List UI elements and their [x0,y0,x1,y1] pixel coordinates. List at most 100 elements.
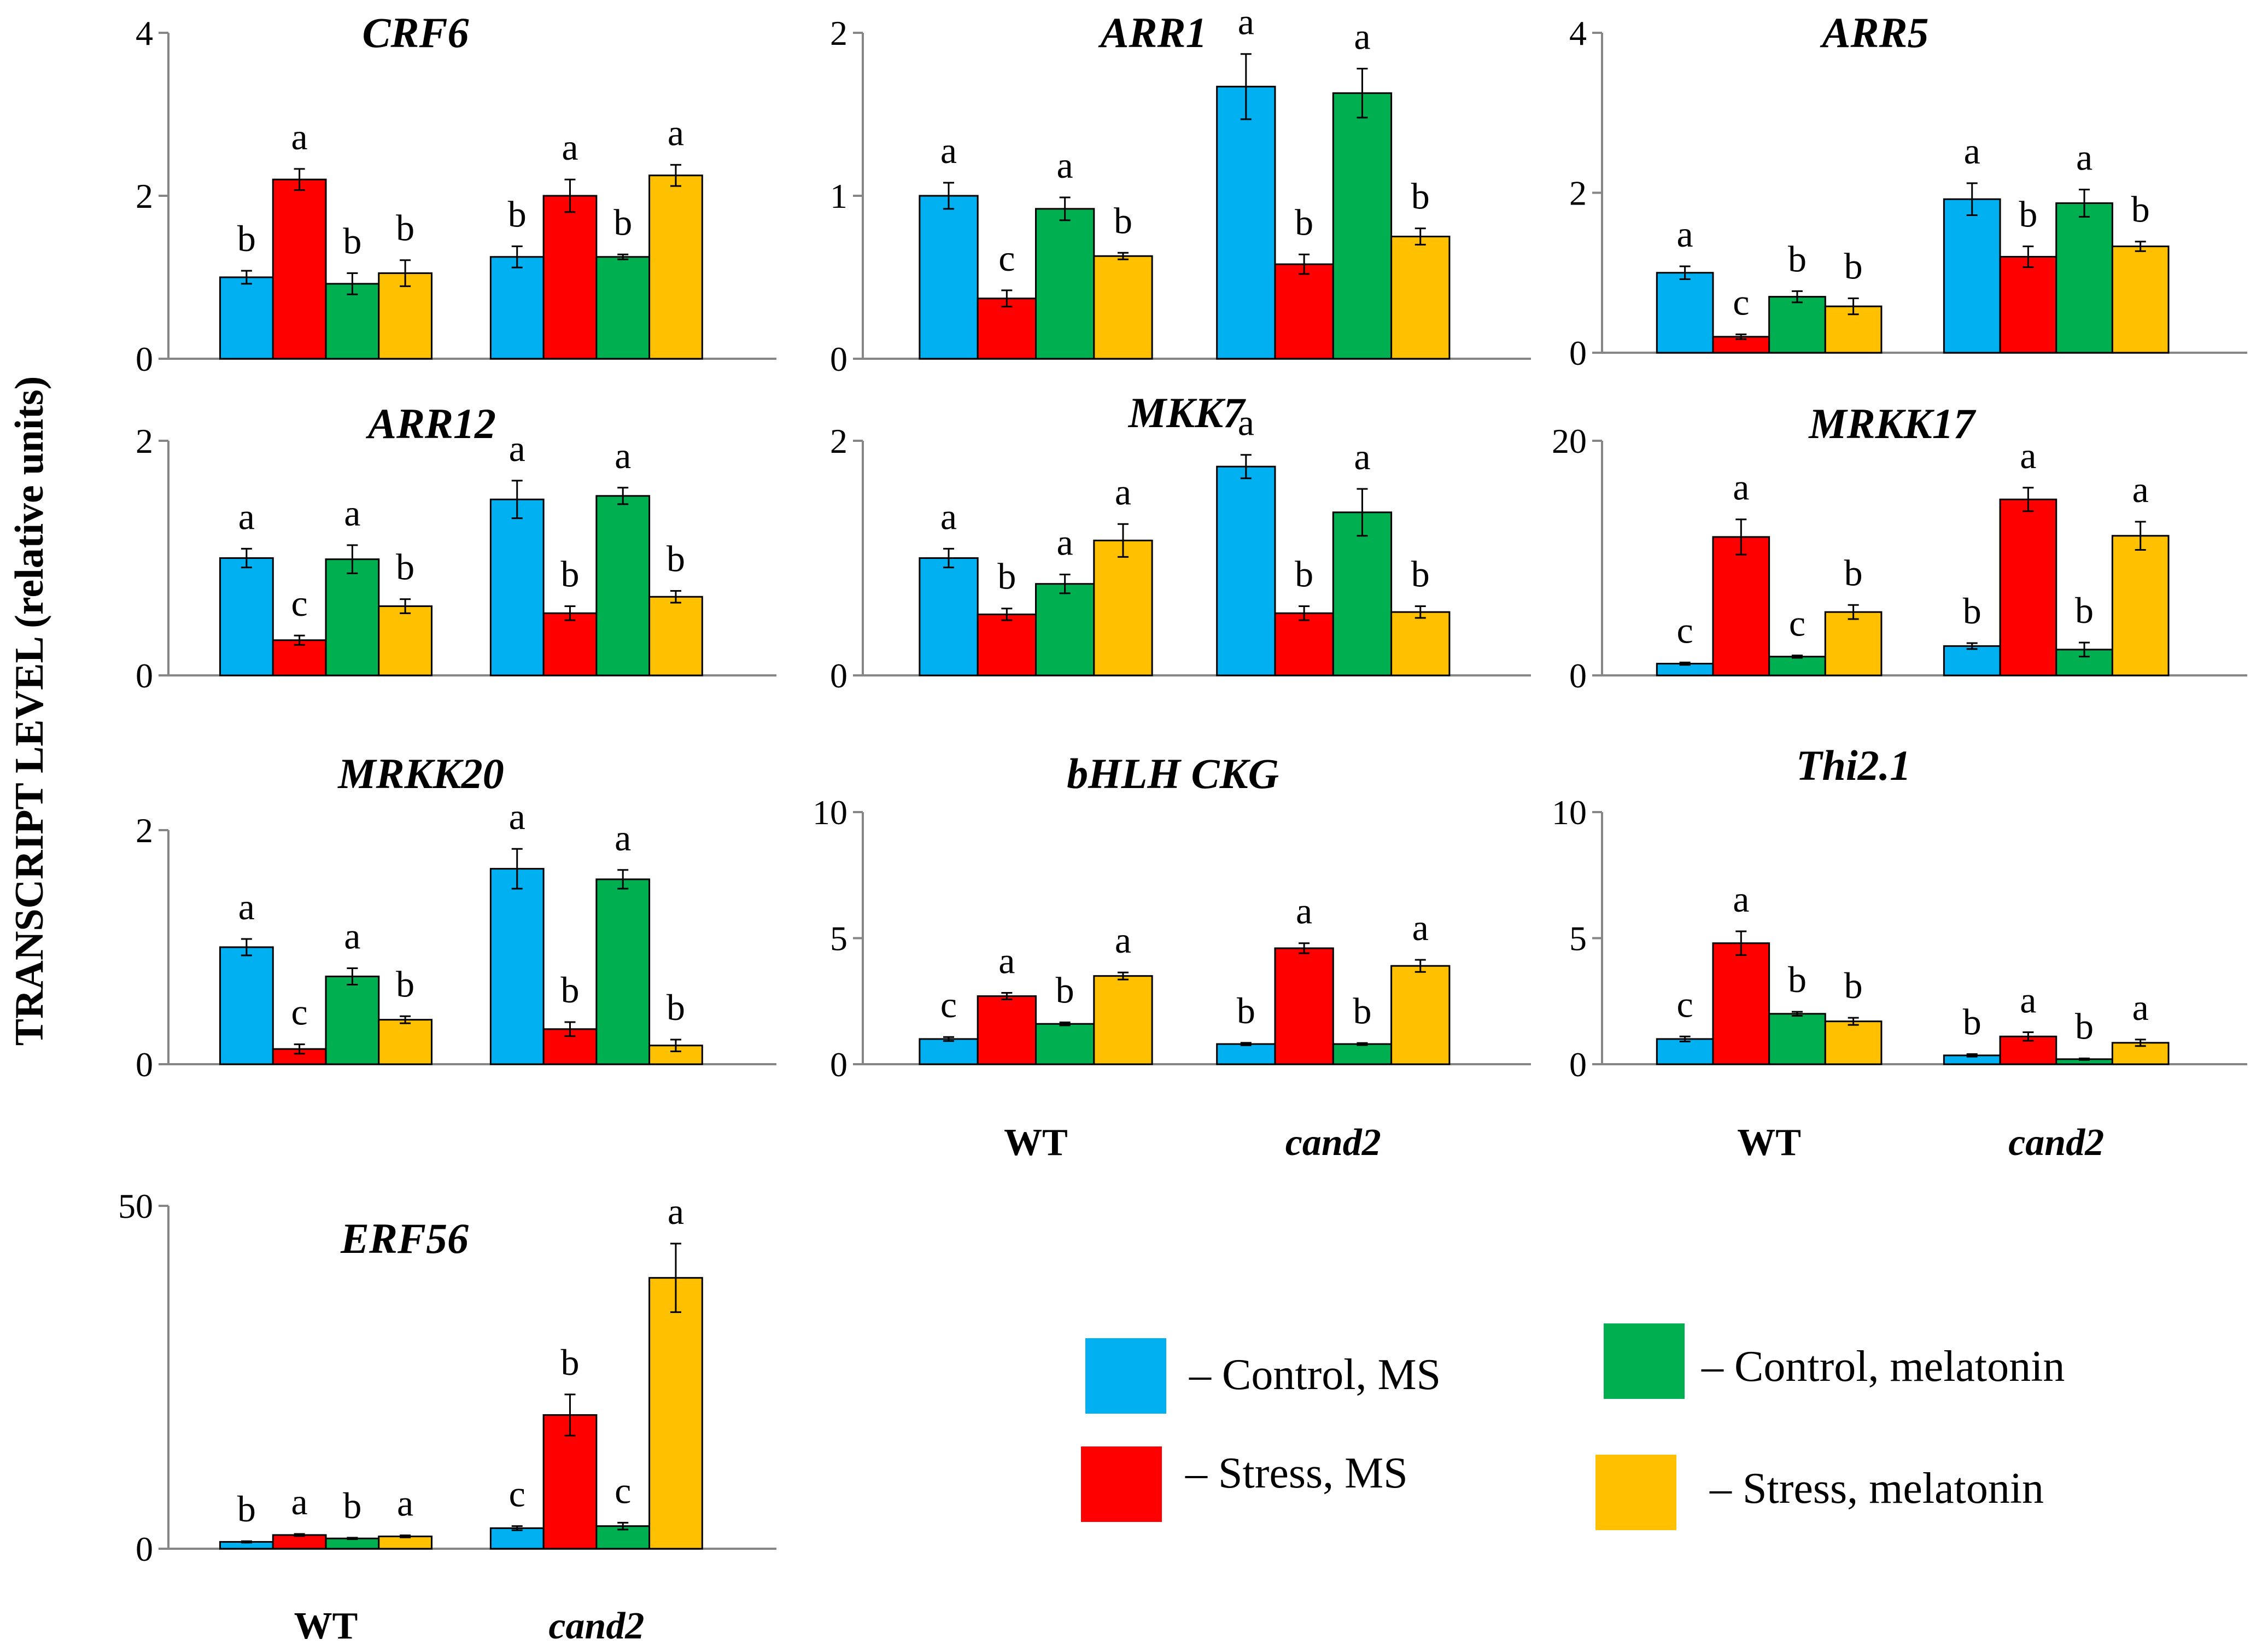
bhlh-ckg-bar-cand2-control-melatonin [1332,1043,1393,1065]
mrkk17-bar-cand2-control-ms [1943,645,2001,676]
arr5-letter-wt-stress-ms: c [1733,281,1749,323]
erf56-letter-wt-stress-melatonin: a [397,1483,413,1524]
arr5-errorbar-cand2-control-melatonin [2079,189,2090,218]
mrkk20-errorbar-wt-control-ms [241,938,252,956]
mkk7-letter-cand2-control-melatonin: a [1354,436,1370,477]
bhlh-ckg-letter-cand2-control-ms: b [1237,990,1255,1031]
arr1-letter-cand2-stress-ms: b [1295,201,1313,243]
mrkk17-errorbar-wt-control-ms [1679,661,1691,666]
mrkk20-letter-wt-stress-ms: c [291,991,308,1033]
arr1-letter-cand2-control-ms: a [1238,1,1254,43]
mrkk17-letter-wt-stress-ms: a [1733,466,1749,508]
arr1-letter-wt-stress-melatonin: b [1114,200,1132,241]
arr5-errorbar-cand2-control-ms [1966,182,1978,216]
crf6-errorbar-cand2-control-ms [511,245,523,269]
mrkk20-letter-wt-control-melatonin: a [344,915,360,957]
crf6-letter-cand2-control-ms: b [508,193,527,235]
bhlh-ckg-tick-label-5: 5 [830,919,847,958]
mrkk20-bar-cand2-control-melatonin [595,878,651,1065]
arr5-tick-label-4: 4 [1569,14,1587,52]
bhlh-ckg-errorbar-cand2-control-melatonin [1357,1042,1368,1046]
erf56-errorbar-cand2-stress-melatonin [670,1242,681,1313]
thi2-1-letter-cand2-stress-melatonin: a [2132,987,2149,1028]
legend-item-control-ms: – Control, MS [1085,1338,1441,1414]
mrkk17-tick-label-0: 0 [1569,656,1587,695]
mrkk17-letter-wt-control-ms: c [1677,609,1693,651]
mrkk20-errorbar-wt-stress-ms [294,1043,305,1055]
mrkk17-errorbar-cand2-control-melatonin [2079,641,2090,658]
arr12-errorbar-cand2-stress-ms [564,605,576,621]
bhlh-ckg-tick-label-10: 10 [812,793,847,832]
thi2-1-errorbar-wt-stress-ms [1735,930,1747,956]
erf56-bar-wt-stress-ms [272,1534,327,1550]
mrkk20-tick-label-0: 0 [136,1045,153,1084]
thi2-1-group-label-cand2: cand2 [2008,1122,2104,1164]
mrkk17-bar-wt-control-melatonin [1768,656,1826,676]
crf6-letter-wt-control-melatonin: b [343,220,361,262]
bhlh-ckg-group-label-wt: WT [1004,1122,1068,1164]
arr1-letter-wt-control-melatonin: a [1057,144,1073,186]
arr12-bar-wt-control-ms [219,557,274,676]
mkk7-letter-wt-stress-ms: b [997,556,1016,597]
arr1-bar-wt-stress-melatonin [1093,255,1153,360]
mrkk17-letter-cand2-control-ms: b [1963,590,1981,632]
mkk7-letter-wt-control-ms: a [940,495,957,537]
arr5-bar-wt-control-ms [1656,272,1714,354]
arr5-letter-cand2-stress-ms: b [2019,193,2037,235]
arr5-letter-wt-control-ms: a [1677,213,1693,255]
mrkk17-bar-wt-stress-melatonin [1824,611,1883,676]
arr1-letter-wt-stress-ms: c [998,237,1015,279]
thi2-1-letter-cand2-control-ms: b [1963,1001,1981,1043]
mrkk20-errorbar-cand2-stress-ms [564,1021,576,1037]
mkk7-letter-wt-stress-melatonin: a [1115,471,1131,512]
mrkk20-errorbar-wt-stress-melatonin [400,1015,411,1024]
arr12-bar-cand2-stress-ms [542,612,598,676]
bhlh-ckg-errorbar-cand2-control-ms [1240,1042,1252,1046]
arr12-errorbar-cand2-stress-melatonin [670,590,681,604]
legend: – Control, MS – Stress, MS – Control, mela… [1081,1323,2065,1530]
arr1-errorbar-cand2-stress-melatonin [1414,227,1426,246]
mkk7-letter-wt-control-melatonin: a [1057,522,1073,563]
erf56-letter-wt-control-ms: b [237,1488,256,1530]
erf56-bar-cand2-stress-melatonin [648,1277,703,1550]
legend-swatch-stress-melatonin [1595,1455,1676,1530]
mrkk20-bar-wt-stress-melatonin [378,1019,432,1065]
arr5-errorbar-cand2-stress-ms [2023,245,2034,269]
erf56-letter-cand2-control-ms: c [509,1473,525,1515]
erf56-tick-label-0: 0 [136,1530,153,1568]
arr5-letter-cand2-control-ms: a [1964,130,1980,172]
thi2-1-title: Thi2.1 [1796,742,1911,789]
crf6-bar-cand2-stress-ms [542,195,598,360]
arr5-errorbar-wt-stress-ms [1735,333,1747,340]
bhlh-ckg-letter-cand2-stress-ms: a [1296,890,1312,932]
mrkk20-errorbar-cand2-control-ms [511,848,523,890]
crf6-letter-cand2-control-melatonin: b [613,201,632,243]
erf56-bar-cand2-stress-ms [542,1414,598,1550]
crf6-tick-label-0: 0 [136,340,153,378]
mrkk17-errorbar-cand2-stress-ms [2023,487,2034,512]
crf6-letter-cand2-stress-melatonin: a [668,112,684,153]
mkk7-tick-label-2: 2 [830,422,847,460]
arr12-letter-wt-stress-melatonin: b [396,546,414,588]
mrkk20-errorbar-cand2-control-melatonin [617,869,629,890]
bhlh-ckg-errorbar-wt-control-ms [943,1036,955,1042]
arr12-letter-cand2-stress-melatonin: b [667,538,685,580]
thi2-1-tick-label-5: 5 [1569,919,1587,958]
mkk7-bar-cand2-stress-melatonin [1390,611,1451,676]
arr1-bar-cand2-stress-ms [1274,263,1334,360]
bhlh-ckg-title: bHLH CKG [1067,750,1279,797]
mrkk17-letter-wt-stress-melatonin: b [1844,552,1863,593]
arr1-bar-cand2-stress-melatonin [1390,236,1451,360]
thi2-1-errorbar-wt-control-melatonin [1791,1011,1803,1017]
arr1-errorbar-cand2-control-melatonin [1357,68,1368,119]
erf56-letter-cand2-stress-ms: b [560,1341,579,1383]
arr12-tick-label-2: 2 [136,422,153,460]
mkk7-letter-cand2-control-ms: a [1238,402,1254,444]
crf6-tick-label-2: 2 [136,177,153,215]
crf6-bar-wt-stress-ms [272,178,327,360]
thi2-1-tick-label-10: 10 [1552,793,1587,832]
mkk7-tick-label-0: 0 [830,656,847,695]
